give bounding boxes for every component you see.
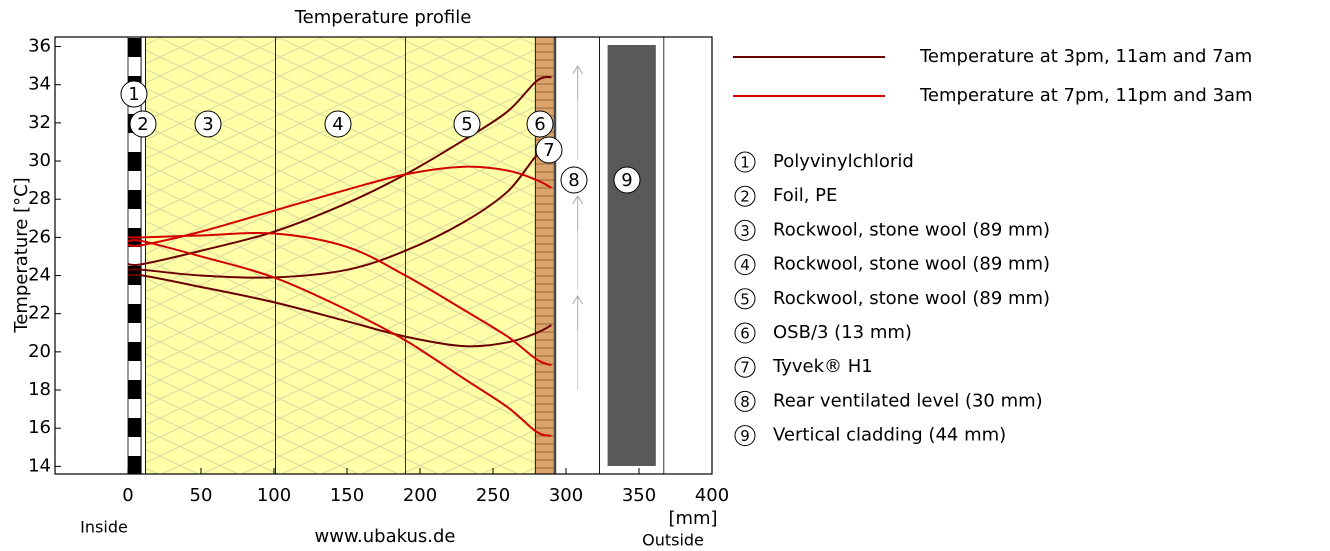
y-tick-label: 20 (28, 341, 51, 362)
layer-marker (129, 110, 157, 138)
layer-marker-number: 3 (202, 114, 213, 135)
chart-title: Temperature profile (294, 7, 472, 28)
layer-list-name: Vertical cladding (44 mm) (773, 425, 1006, 446)
legend-label: Temperature at 7pm, 11pm and 3am (919, 85, 1253, 106)
y-tick-label: 32 (28, 112, 51, 133)
layer-marker-number: 6 (534, 114, 545, 135)
x-tick-label: 50 (190, 485, 213, 506)
air-arrow (572, 195, 584, 230)
layer-list-circle (734, 288, 756, 310)
y-tick-label: 24 (28, 265, 51, 286)
layer (275, 36, 406, 475)
temperature-line (127, 231, 552, 367)
y-tick-label: 22 (28, 303, 51, 324)
layer-list-number: 3 (740, 222, 750, 240)
y-axis-label: Temperature [°C] (11, 177, 32, 333)
layer-list-circle (734, 219, 756, 241)
layer-marker-number: 7 (543, 140, 554, 161)
layer-list-name: Rockwool, stone wool (89 mm) (773, 254, 1050, 275)
layer-list-name: OSB/3 (13 mm) (773, 322, 912, 343)
layer-marker-number: 9 (621, 170, 632, 191)
layer-list-circle (734, 151, 756, 173)
temperature-line (127, 165, 552, 247)
temperature-line (127, 239, 552, 437)
x-tick-label: 100 (257, 485, 291, 506)
source-label: www.ubakus.de (315, 526, 456, 547)
layer (145, 36, 276, 475)
layer-list-number: 6 (740, 325, 750, 343)
y-tick-label: 30 (28, 150, 51, 171)
layer-list-name: Rockwool, stone wool (89 mm) (773, 219, 1050, 240)
layer-list-circle (734, 390, 756, 412)
x-tick-label: 300 (549, 485, 583, 506)
layer-marker (194, 110, 222, 138)
air-arrow (572, 65, 584, 100)
layer-list-name: Rockwool, stone wool (89 mm) (773, 288, 1050, 309)
y-tick-label: 16 (28, 417, 51, 438)
inside-label: Inside (80, 518, 128, 537)
x-tick-label: 400 (695, 485, 729, 506)
y-tick-label: 18 (28, 379, 51, 400)
layer-marker-number: 1 (128, 84, 139, 105)
layer-list-number: 2 (740, 188, 750, 206)
y-tick-label: 34 (28, 74, 51, 95)
x-axis-label: [mm] (668, 508, 717, 529)
air-arrow (572, 295, 584, 330)
layer-list-number: 5 (740, 290, 750, 308)
layer-list-circle (734, 356, 756, 378)
temperature-line (127, 76, 552, 267)
layer-list-circle (734, 185, 756, 207)
layer-marker (535, 136, 563, 164)
layer-marker (560, 166, 588, 194)
layers (127, 36, 665, 475)
y-tick-label: 14 (28, 455, 51, 476)
layer-marker-number: 5 (461, 114, 472, 135)
layer-marker (453, 110, 481, 138)
layer-list-number: 8 (740, 393, 750, 411)
layer-list-name: Foil, PE (773, 185, 837, 206)
layer-marker-number: 8 (568, 170, 579, 191)
layer-list-number: 1 (740, 154, 750, 172)
x-tick-label: 0 (122, 485, 133, 506)
layer-marker-number: 2 (137, 114, 148, 135)
y-tick-label: 28 (28, 188, 51, 209)
plot-frame (54, 36, 713, 475)
layer-list-name: Rear ventilated level (30 mm) (773, 390, 1043, 411)
layer-marker (120, 80, 148, 108)
y-tick-label: 26 (28, 226, 51, 247)
layer-list-circle (734, 322, 756, 344)
layer-list-name: Tyvek® H1 (772, 356, 873, 377)
layer-list-number: 9 (740, 427, 750, 445)
x-tick-label: 250 (476, 485, 510, 506)
layer (404, 36, 536, 475)
x-tick-label: 350 (622, 485, 656, 506)
layer-marker-number: 4 (332, 114, 343, 135)
temperature-line (127, 273, 552, 348)
cladding-board (607, 45, 656, 466)
layer-list-circle (734, 254, 756, 276)
layer-marker (526, 110, 554, 138)
layer-marker (613, 166, 641, 194)
layer-list-circle (734, 425, 756, 447)
layer (534, 36, 555, 475)
layer-list-number: 7 (740, 359, 750, 377)
x-tick-label: 150 (330, 485, 364, 506)
layer-marker (324, 110, 352, 138)
x-tick-label: 200 (403, 485, 437, 506)
outside-label: Outside (642, 531, 704, 550)
layer-list-number: 4 (740, 256, 750, 274)
layer-list-name: Polyvinylchlorid (773, 151, 914, 172)
legend-label: Temperature at 3pm, 11am and 7am (919, 46, 1252, 67)
curves (127, 76, 552, 437)
y-tick-label: 36 (28, 36, 51, 57)
